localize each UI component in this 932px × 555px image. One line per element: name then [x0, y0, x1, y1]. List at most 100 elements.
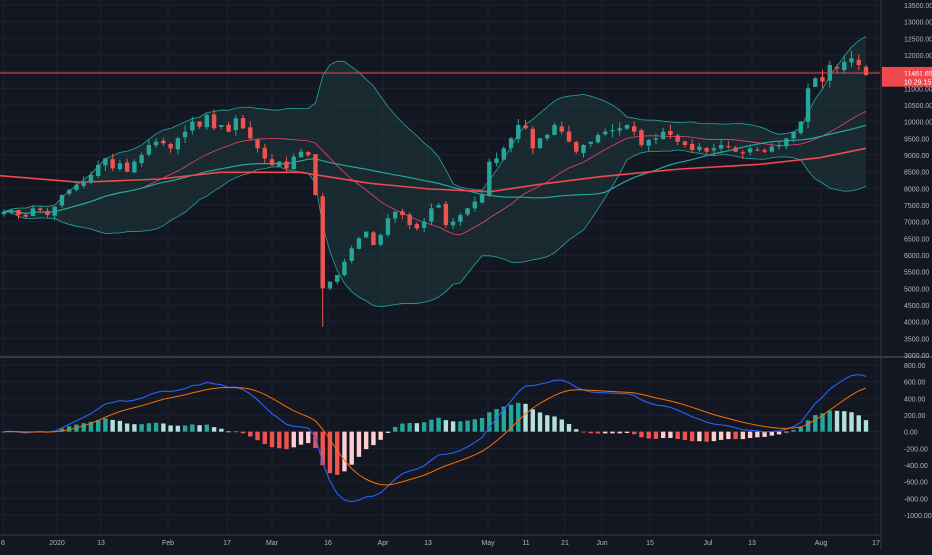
- candle[interactable]: [856, 54, 861, 71]
- candle[interactable]: [805, 83, 811, 129]
- candle[interactable]: [168, 142, 173, 153]
- candle[interactable]: [414, 222, 420, 231]
- candle[interactable]: [226, 121, 231, 133]
- candle[interactable]: [784, 138, 789, 150]
- candle[interactable]: [153, 138, 159, 148]
- candle[interactable]: [88, 171, 94, 185]
- candle[interactable]: [161, 137, 166, 147]
- candle[interactable]: [81, 176, 86, 189]
- candlesticks[interactable]: [1, 50, 869, 327]
- candle[interactable]: [443, 201, 449, 229]
- candle[interactable]: [342, 258, 347, 277]
- candle[interactable]: [472, 196, 478, 212]
- candle[interactable]: [429, 203, 434, 225]
- candle[interactable]: [834, 64, 840, 74]
- candle[interactable]: [697, 142, 702, 153]
- candle[interactable]: [508, 136, 514, 153]
- candle[interactable]: [335, 274, 340, 285]
- candle[interactable]: [23, 212, 28, 219]
- candle[interactable]: [755, 146, 760, 151]
- candle[interactable]: [610, 124, 615, 138]
- candle[interactable]: [849, 50, 854, 68]
- candle[interactable]: [139, 152, 144, 167]
- candle[interactable]: [581, 144, 586, 158]
- candle[interactable]: [240, 114, 246, 130]
- candle[interactable]: [400, 208, 405, 220]
- candle[interactable]: [689, 139, 695, 154]
- candle[interactable]: [1, 209, 7, 217]
- candle[interactable]: [863, 64, 869, 76]
- candle[interactable]: [269, 154, 275, 166]
- candle[interactable]: [711, 143, 717, 157]
- candle[interactable]: [660, 127, 666, 140]
- candle[interactable]: [646, 138, 651, 152]
- candle[interactable]: [675, 133, 680, 146]
- candle[interactable]: [624, 124, 630, 130]
- candle[interactable]: [219, 124, 224, 130]
- candle[interactable]: [146, 139, 152, 157]
- candle[interactable]: [233, 115, 238, 136]
- candle[interactable]: [95, 160, 101, 178]
- candle[interactable]: [52, 206, 57, 221]
- candle[interactable]: [523, 119, 528, 130]
- candle[interactable]: [363, 231, 369, 238]
- candle[interactable]: [718, 139, 724, 152]
- candle[interactable]: [762, 148, 767, 154]
- candle[interactable]: [516, 119, 521, 143]
- candle[interactable]: [277, 161, 282, 167]
- candle[interactable]: [110, 153, 115, 172]
- candle[interactable]: [740, 150, 746, 160]
- candle[interactable]: [704, 147, 709, 154]
- candle[interactable]: [356, 236, 362, 250]
- candle[interactable]: [574, 140, 579, 155]
- candle[interactable]: [9, 208, 14, 215]
- candle[interactable]: [479, 191, 485, 204]
- candle[interactable]: [545, 133, 550, 141]
- candle[interactable]: [298, 148, 304, 158]
- candle[interactable]: [74, 181, 79, 192]
- candle[interactable]: [487, 158, 492, 198]
- candle[interactable]: [407, 212, 412, 230]
- candle[interactable]: [45, 208, 50, 218]
- candle[interactable]: [378, 233, 383, 247]
- candle[interactable]: [66, 188, 72, 197]
- candle[interactable]: [465, 208, 470, 217]
- candle[interactable]: [617, 122, 622, 136]
- candle[interactable]: [682, 140, 688, 148]
- candle[interactable]: [255, 138, 260, 153]
- candle[interactable]: [306, 150, 311, 157]
- candle[interactable]: [385, 214, 391, 238]
- candle[interactable]: [726, 140, 731, 149]
- candle[interactable]: [769, 143, 775, 153]
- candle[interactable]: [103, 157, 108, 171]
- candle[interactable]: [211, 109, 217, 131]
- candle[interactable]: [16, 209, 21, 220]
- candle[interactable]: [284, 156, 289, 174]
- candle[interactable]: [530, 126, 535, 154]
- candle[interactable]: [197, 121, 202, 129]
- candle[interactable]: [450, 218, 456, 229]
- candle[interactable]: [117, 159, 123, 172]
- candle[interactable]: [588, 141, 593, 148]
- candle[interactable]: [320, 193, 325, 327]
- candle[interactable]: [813, 77, 818, 87]
- candle[interactable]: [458, 212, 463, 226]
- candle[interactable]: [798, 121, 804, 135]
- candle[interactable]: [327, 281, 333, 291]
- candle[interactable]: [124, 158, 130, 173]
- candle[interactable]: [668, 124, 673, 139]
- candle[interactable]: [733, 145, 738, 152]
- candle[interactable]: [291, 153, 296, 170]
- candle[interactable]: [371, 231, 376, 246]
- candle[interactable]: [59, 194, 65, 208]
- candle[interactable]: [313, 154, 318, 196]
- candle[interactable]: [349, 245, 354, 264]
- candle[interactable]: [842, 56, 847, 73]
- candle[interactable]: [132, 159, 137, 173]
- candle[interactable]: [38, 207, 43, 214]
- time-axis[interactable]: 6 2020 13 Feb 17 Mar 16 Apr 13 May 11 21 Jun 15 Jul 13 A…: [1, 540, 880, 547]
- candle[interactable]: [248, 121, 253, 141]
- candle[interactable]: [262, 143, 267, 164]
